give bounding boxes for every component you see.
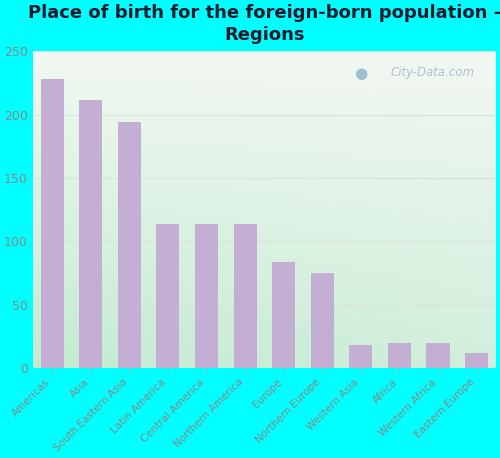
Bar	[310, 273, 334, 368]
Bar	[195, 224, 218, 368]
Text: ●: ●	[354, 65, 368, 81]
Title: Place of birth for the foreign-born population -
Regions: Place of birth for the foreign-born popu…	[28, 4, 500, 44]
Bar	[234, 224, 256, 368]
Bar	[349, 345, 372, 368]
Bar	[426, 343, 450, 368]
Bar	[118, 122, 141, 368]
Bar	[465, 353, 488, 368]
Bar	[388, 343, 411, 368]
Bar	[156, 224, 180, 368]
Bar	[79, 99, 102, 368]
Bar	[40, 79, 64, 368]
Bar	[272, 262, 295, 368]
Text: City-Data.com: City-Data.com	[391, 65, 475, 79]
